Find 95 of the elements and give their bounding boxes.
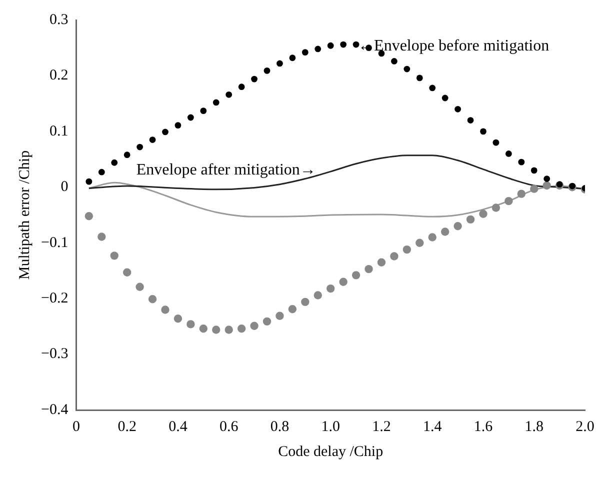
point [327, 42, 334, 49]
point [148, 295, 157, 304]
point [402, 245, 412, 254]
point [339, 278, 348, 286]
y-tick-label: −0.1 [40, 234, 68, 251]
annotation: ←Envelope before mitigation [358, 38, 550, 55]
point [504, 196, 513, 206]
y-axis-title: Multipath error /Chip [16, 150, 33, 280]
point [492, 204, 500, 212]
point [480, 128, 486, 135]
y-tick-label: −0.4 [40, 402, 69, 418]
y-tick-label: −0.3 [40, 346, 68, 362]
point [326, 284, 335, 293]
y-tick-label: 0.3 [49, 12, 68, 28]
point [162, 128, 168, 136]
point [518, 158, 525, 166]
point [122, 268, 132, 276]
point [186, 320, 195, 328]
point [301, 298, 310, 306]
x-tick-label: 0.8 [270, 418, 290, 435]
point [364, 264, 373, 274]
point [467, 117, 474, 124]
point [264, 68, 270, 74]
point [544, 176, 550, 182]
x-tick-label: 0.4 [168, 418, 188, 435]
x-tick-label: 0.6 [219, 418, 239, 435]
point [250, 322, 258, 330]
point [212, 99, 220, 106]
point [454, 106, 462, 112]
point [174, 314, 182, 323]
y-tick-label: −0.2 [40, 290, 68, 307]
point [530, 184, 538, 193]
point [237, 324, 246, 333]
x-tick-label: 2.0 [576, 418, 594, 435]
point [302, 49, 308, 56]
point [161, 306, 170, 314]
point [251, 76, 258, 82]
point [110, 252, 118, 260]
point [390, 252, 398, 260]
point [416, 238, 424, 247]
point [199, 324, 208, 333]
point [404, 66, 410, 72]
x-tick-label: 1.8 [524, 418, 544, 435]
annotation: Envelope after mitigation→ [136, 162, 316, 179]
point [505, 150, 512, 157]
point [212, 326, 220, 334]
x-tick-label: 0 [72, 418, 80, 435]
point [226, 91, 232, 98]
point [84, 212, 94, 220]
point [98, 232, 106, 241]
point [276, 60, 283, 67]
point [429, 84, 436, 92]
point [86, 178, 92, 185]
point [542, 181, 551, 190]
point [314, 46, 322, 52]
point [288, 305, 297, 314]
y-tick-label: 0 [60, 179, 68, 196]
y-tick-label: 0.1 [49, 123, 68, 140]
point [440, 228, 450, 236]
point [111, 159, 118, 166]
point [124, 152, 130, 158]
point [276, 312, 284, 320]
point [238, 84, 245, 90]
x-axis-title: Code delay /Chip [278, 444, 384, 460]
point [428, 233, 436, 242]
point [377, 258, 386, 266]
point [136, 282, 144, 291]
point [530, 167, 538, 174]
point [352, 271, 360, 280]
x-tick-label: 1.4 [422, 418, 442, 435]
point [174, 122, 182, 128]
point [352, 41, 360, 48]
point [492, 139, 500, 146]
point [479, 210, 488, 218]
point [314, 291, 322, 300]
point [98, 168, 105, 176]
point [454, 222, 462, 230]
point [340, 41, 347, 48]
point [517, 190, 526, 198]
point [466, 215, 475, 224]
point [187, 114, 194, 121]
point [262, 317, 272, 326]
point [136, 144, 144, 150]
x-tick-label: 1.2 [372, 418, 391, 435]
point [391, 58, 398, 64]
point [224, 326, 233, 334]
y-tick-label: 0.2 [49, 68, 68, 84]
x-tick-label: 1.0 [321, 418, 340, 435]
point [416, 74, 423, 82]
x-tick-label: 0.2 [118, 418, 136, 435]
point [149, 136, 156, 143]
point [200, 108, 207, 114]
x-tick-label: 1.6 [474, 418, 494, 435]
point [289, 54, 296, 62]
point [442, 94, 448, 102]
